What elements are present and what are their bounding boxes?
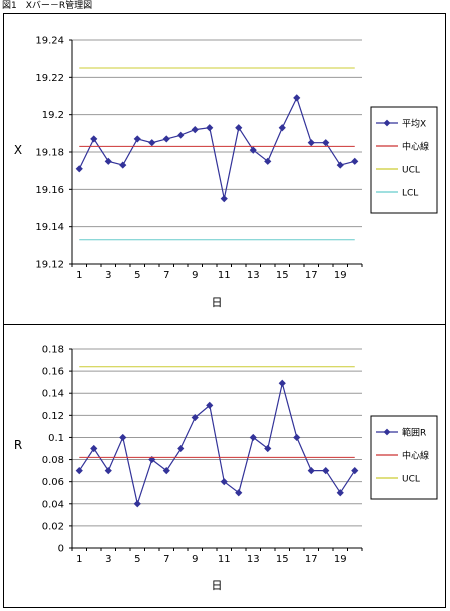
x-tick-label: 17	[305, 554, 318, 565]
legend-label: 範囲R	[402, 427, 426, 439]
x-tick-label: 7	[163, 270, 169, 281]
x-tick-label: 3	[105, 270, 111, 281]
legend-label: UCL	[402, 166, 420, 176]
y-tick-label: 19.12	[35, 260, 64, 271]
data-point	[351, 467, 359, 475]
data-point	[119, 433, 127, 442]
data-point	[148, 139, 156, 147]
series-line-平均X	[78, 96, 355, 199]
data-point	[90, 135, 98, 143]
x-tick-label: 13	[247, 554, 260, 565]
data-point	[206, 124, 214, 132]
legend-box	[370, 415, 438, 500]
y-tick-label: 0.08	[42, 455, 64, 466]
x-tick-label: 17	[305, 270, 318, 281]
y-tick-label: 0.18	[42, 345, 64, 356]
x-tick-label: 5	[134, 270, 140, 281]
data-point	[75, 467, 83, 475]
y-tick-label: 0.1	[48, 433, 64, 444]
data-point	[177, 131, 185, 139]
x-tick-label: 19	[334, 554, 347, 565]
legend-label: 中心線	[402, 141, 429, 153]
y-tick-label: 19.24	[35, 36, 64, 47]
y-tick-label: 19.16	[35, 185, 64, 196]
data-point	[278, 124, 286, 132]
data-point	[133, 135, 141, 143]
data-point	[264, 444, 272, 453]
data-point	[249, 146, 257, 154]
data-point	[336, 489, 344, 497]
x-tick-label: 19	[334, 270, 347, 281]
x-tick-label: 5	[134, 554, 140, 565]
data-point	[104, 467, 112, 475]
y-tick-label: 0.06	[42, 477, 64, 488]
data-point	[322, 467, 330, 475]
legend-label: 平均X	[402, 118, 426, 130]
range-chart-panel: 0 0.02 0.04 0.06 0.08 0.1 0.12 0.14 0.16 0.18 1 3 5 7…	[3, 324, 446, 608]
data-point	[206, 401, 214, 409]
x-tick-label: 3	[105, 554, 111, 565]
data-point	[307, 467, 315, 475]
data-point	[119, 161, 127, 169]
series-line-範囲R	[78, 383, 356, 507]
x-axis-label: 日	[212, 579, 223, 592]
data-point	[336, 161, 344, 169]
data-point	[162, 135, 170, 143]
data-point	[235, 124, 243, 132]
x-axis-label: 日	[212, 296, 223, 309]
data-point	[293, 433, 301, 442]
y-tick-label: 19.22	[35, 73, 64, 84]
y-tick-label: 0.12	[42, 411, 64, 422]
y-tick-label: 19.18	[35, 148, 64, 159]
x-tick-label: 11	[218, 270, 231, 281]
legend-box	[370, 106, 438, 214]
data-point	[177, 444, 185, 453]
x-tick-label: 1	[76, 270, 82, 281]
data-point	[235, 489, 243, 497]
legend-label: UCL	[402, 475, 420, 485]
y-axis-label: R	[14, 438, 22, 452]
legend-marker	[383, 428, 391, 436]
x-tick-label: 11	[218, 554, 231, 565]
data-point	[104, 157, 112, 165]
data-point	[351, 157, 359, 165]
data-point	[322, 139, 330, 147]
data-point	[293, 94, 301, 102]
y-tick-label: 0.16	[42, 367, 64, 378]
y-tick-label: 0.02	[42, 521, 64, 532]
y-tick-label: 0	[58, 544, 64, 555]
x-tick-label: 13	[247, 270, 260, 281]
data-point	[90, 444, 98, 453]
data-point	[191, 126, 199, 134]
legend-marker	[383, 119, 391, 127]
xbar-chart-panel: 19.12 19.14 19.16 19.18 19.2 19.22 19.24 1 3 5 7 9 1…	[3, 13, 446, 325]
x-tick-label: 7	[163, 554, 169, 565]
y-tick-label: 19.14	[35, 222, 64, 233]
y-axis-label: X	[14, 143, 22, 157]
x-tick-label: 1	[76, 554, 82, 565]
legend-label: LCL	[402, 189, 418, 199]
x-tick-label: 15	[276, 270, 289, 281]
data-point	[278, 379, 286, 387]
data-point	[133, 500, 141, 508]
range-chart: 00.020.040.060.080.10.120.140.160.181 3 5 7…	[14, 345, 438, 592]
x-tick-label: 9	[192, 554, 198, 565]
y-tick-label: 19.2	[42, 110, 64, 121]
data-point	[220, 195, 228, 203]
y-tick-label: 0.04	[42, 499, 64, 510]
y-tick-label: 0.14	[42, 389, 64, 400]
x-tick-label: 9	[192, 270, 198, 281]
data-point	[75, 165, 83, 173]
data-point	[264, 157, 272, 165]
legend-label: 中心線	[402, 450, 429, 462]
x-tick-label: 15	[276, 554, 289, 565]
data-point	[307, 139, 315, 147]
figure-title: 図1 Xバー－R管理図	[2, 1, 93, 11]
